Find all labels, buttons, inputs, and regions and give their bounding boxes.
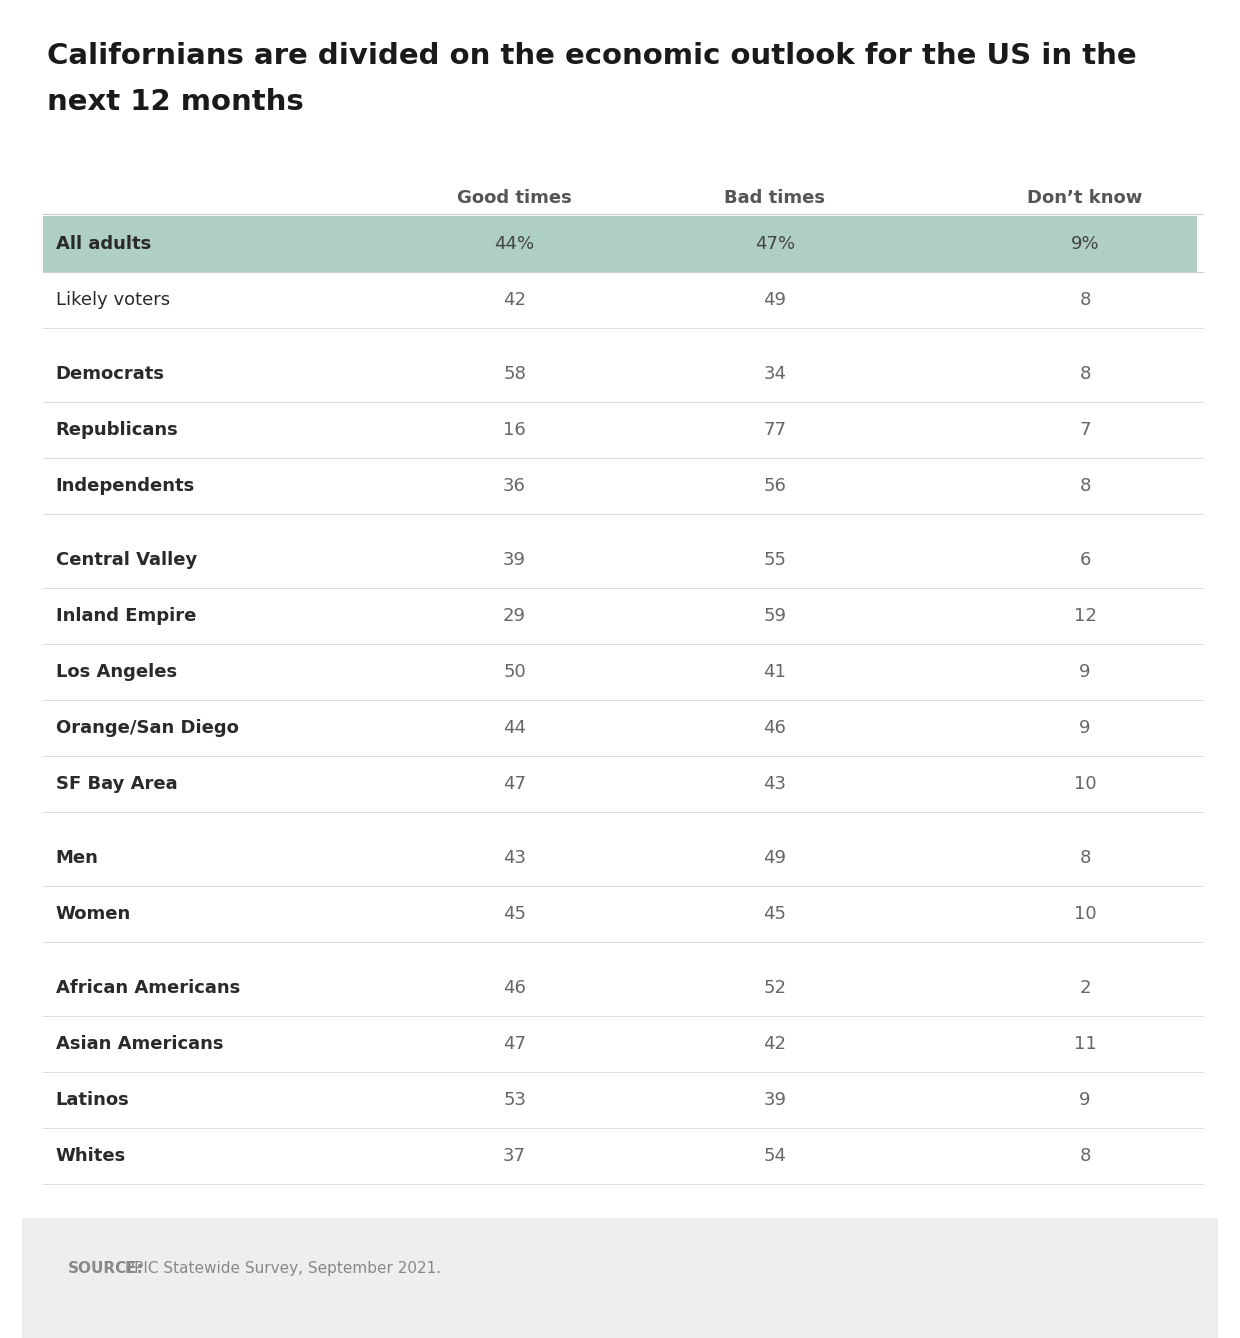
Text: 9: 9 xyxy=(1079,719,1091,737)
Text: 9: 9 xyxy=(1079,664,1091,681)
Text: PPIC Statewide Survey, September 2021.: PPIC Statewide Survey, September 2021. xyxy=(120,1260,441,1276)
Text: 59: 59 xyxy=(764,607,786,625)
Text: 7: 7 xyxy=(1079,421,1091,439)
Text: 55: 55 xyxy=(764,551,786,569)
Text: 8: 8 xyxy=(1079,365,1091,383)
Text: Californians are divided on the economic outlook for the US in the: Californians are divided on the economic… xyxy=(47,41,1137,70)
Text: 42: 42 xyxy=(503,290,526,309)
Text: 44: 44 xyxy=(503,719,526,737)
Text: 10: 10 xyxy=(1074,904,1096,923)
Text: 37: 37 xyxy=(503,1147,526,1165)
Text: Republicans: Republicans xyxy=(56,421,179,439)
Text: 58: 58 xyxy=(503,365,526,383)
Text: 47%: 47% xyxy=(755,235,795,253)
Text: Don’t know: Don’t know xyxy=(1027,189,1143,207)
Text: SOURCE:: SOURCE: xyxy=(68,1260,144,1276)
Text: 49: 49 xyxy=(764,850,786,867)
Text: 39: 39 xyxy=(503,551,526,569)
Text: 29: 29 xyxy=(503,607,526,625)
Bar xyxy=(43,215,1197,272)
Text: 34: 34 xyxy=(764,365,786,383)
Text: SF Bay Area: SF Bay Area xyxy=(56,775,177,793)
Text: 45: 45 xyxy=(503,904,526,923)
Text: 77: 77 xyxy=(764,421,786,439)
Text: Good times: Good times xyxy=(458,189,572,207)
Text: Inland Empire: Inland Empire xyxy=(56,607,196,625)
Text: 6: 6 xyxy=(1079,551,1091,569)
Text: 41: 41 xyxy=(764,664,786,681)
Text: Orange/San Diego: Orange/San Diego xyxy=(56,719,238,737)
Text: Central Valley: Central Valley xyxy=(56,551,197,569)
Text: Asian Americans: Asian Americans xyxy=(56,1036,223,1053)
Text: 36: 36 xyxy=(503,478,526,495)
Text: 49: 49 xyxy=(764,290,786,309)
Text: 9: 9 xyxy=(1079,1090,1091,1109)
Text: 46: 46 xyxy=(503,979,526,997)
Text: 8: 8 xyxy=(1079,850,1091,867)
Text: 43: 43 xyxy=(503,850,526,867)
Text: Los Angeles: Los Angeles xyxy=(56,664,177,681)
Text: 52: 52 xyxy=(764,979,786,997)
Text: 39: 39 xyxy=(764,1090,786,1109)
Text: Whites: Whites xyxy=(56,1147,126,1165)
Text: Democrats: Democrats xyxy=(56,365,165,383)
Text: Likely voters: Likely voters xyxy=(56,290,170,309)
Text: 9%: 9% xyxy=(1070,235,1100,253)
Text: All adults: All adults xyxy=(56,235,151,253)
Text: Latinos: Latinos xyxy=(56,1090,129,1109)
Text: 12: 12 xyxy=(1074,607,1096,625)
Text: Women: Women xyxy=(56,904,131,923)
Text: 42: 42 xyxy=(764,1036,786,1053)
Text: 47: 47 xyxy=(503,775,526,793)
Text: 46: 46 xyxy=(764,719,786,737)
Text: Men: Men xyxy=(56,850,99,867)
Text: 53: 53 xyxy=(503,1090,526,1109)
Text: Independents: Independents xyxy=(56,478,195,495)
Bar xyxy=(22,1218,1218,1338)
Text: 47: 47 xyxy=(503,1036,526,1053)
Text: 54: 54 xyxy=(764,1147,786,1165)
Text: 11: 11 xyxy=(1074,1036,1096,1053)
Text: 45: 45 xyxy=(764,904,786,923)
Text: 43: 43 xyxy=(764,775,786,793)
Text: 16: 16 xyxy=(503,421,526,439)
Text: 44%: 44% xyxy=(495,235,534,253)
Text: 50: 50 xyxy=(503,664,526,681)
Text: 8: 8 xyxy=(1079,478,1091,495)
Text: 8: 8 xyxy=(1079,290,1091,309)
Text: 10: 10 xyxy=(1074,775,1096,793)
Text: African Americans: African Americans xyxy=(56,979,241,997)
Text: 8: 8 xyxy=(1079,1147,1091,1165)
Text: Bad times: Bad times xyxy=(724,189,826,207)
Text: 56: 56 xyxy=(764,478,786,495)
Text: next 12 months: next 12 months xyxy=(47,88,304,116)
Text: 2: 2 xyxy=(1079,979,1091,997)
